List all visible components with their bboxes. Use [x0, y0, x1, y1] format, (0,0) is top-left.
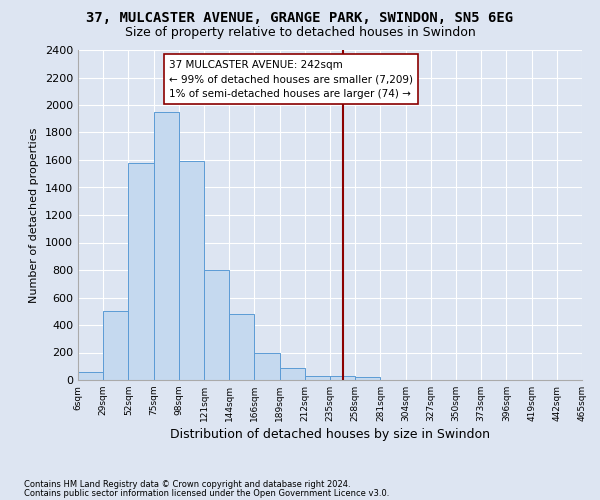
Bar [229, 314, 254, 380]
Bar [128, 163, 154, 380]
Text: Contains HM Land Registry data © Crown copyright and database right 2024.: Contains HM Land Registry data © Crown c… [24, 480, 350, 489]
Bar [280, 368, 305, 380]
Y-axis label: Number of detached properties: Number of detached properties [29, 128, 40, 302]
Text: Size of property relative to detached houses in Swindon: Size of property relative to detached ho… [125, 26, 475, 39]
Bar [78, 372, 103, 380]
Text: 37 MULCASTER AVENUE: 242sqm
← 99% of detached houses are smaller (7,209)
1% of s: 37 MULCASTER AVENUE: 242sqm ← 99% of det… [169, 60, 413, 99]
X-axis label: Distribution of detached houses by size in Swindon: Distribution of detached houses by size … [170, 428, 490, 441]
Bar [154, 112, 179, 380]
Text: Contains public sector information licensed under the Open Government Licence v3: Contains public sector information licen… [24, 488, 389, 498]
Text: 37, MULCASTER AVENUE, GRANGE PARK, SWINDON, SN5 6EG: 37, MULCASTER AVENUE, GRANGE PARK, SWIND… [86, 11, 514, 25]
Bar [305, 376, 330, 380]
Bar [355, 377, 380, 380]
Bar [179, 162, 204, 380]
Bar [254, 352, 280, 380]
Bar [330, 376, 355, 380]
Bar [103, 311, 128, 380]
Bar [204, 270, 229, 380]
